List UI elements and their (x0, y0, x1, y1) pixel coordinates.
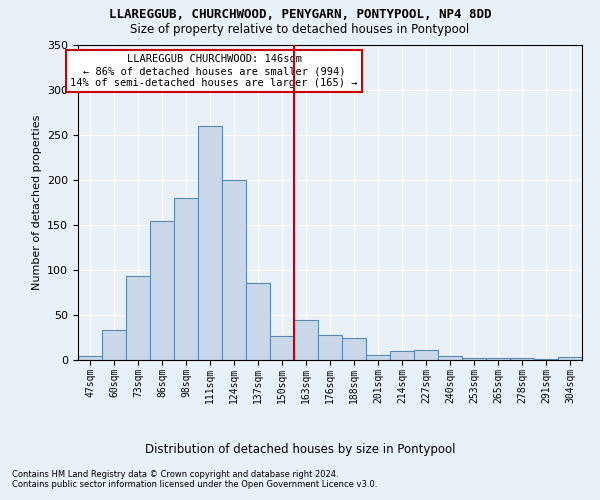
Text: LLAREGGUB, CHURCHWOOD, PENYGARN, PONTYPOOL, NP4 8DD: LLAREGGUB, CHURCHWOOD, PENYGARN, PONTYPO… (109, 8, 491, 20)
Bar (198, 126, 222, 360)
Text: Size of property relative to detached houses in Pontypool: Size of property relative to detached ho… (130, 22, 470, 36)
Bar (270, 336, 294, 360)
Text: LLAREGGUB CHURCHWOOD: 146sqm
← 86% of detached houses are smaller (994)
14% of s: LLAREGGUB CHURCHWOOD: 146sqm ← 86% of de… (70, 54, 358, 88)
Text: Contains HM Land Registry data © Crown copyright and database right 2024.: Contains HM Land Registry data © Crown c… (12, 470, 338, 479)
Bar (534, 359, 558, 360)
Bar (438, 356, 462, 360)
Text: Contains public sector information licensed under the Open Government Licence v3: Contains public sector information licen… (12, 480, 377, 489)
Bar (510, 358, 534, 360)
Bar (78, 356, 102, 360)
Bar (558, 358, 582, 360)
Bar (222, 180, 246, 360)
Bar (414, 350, 438, 360)
Y-axis label: Number of detached properties: Number of detached properties (32, 115, 41, 290)
Bar (318, 335, 342, 360)
Bar (102, 330, 126, 360)
Bar (366, 354, 390, 360)
Bar (342, 338, 366, 360)
Bar (462, 358, 486, 360)
Bar (126, 276, 150, 360)
Bar (174, 198, 198, 360)
Bar (294, 320, 318, 360)
Bar (246, 282, 270, 360)
Bar (390, 351, 414, 360)
Bar (486, 358, 510, 360)
Bar (150, 220, 174, 360)
Text: Distribution of detached houses by size in Pontypool: Distribution of detached houses by size … (145, 442, 455, 456)
